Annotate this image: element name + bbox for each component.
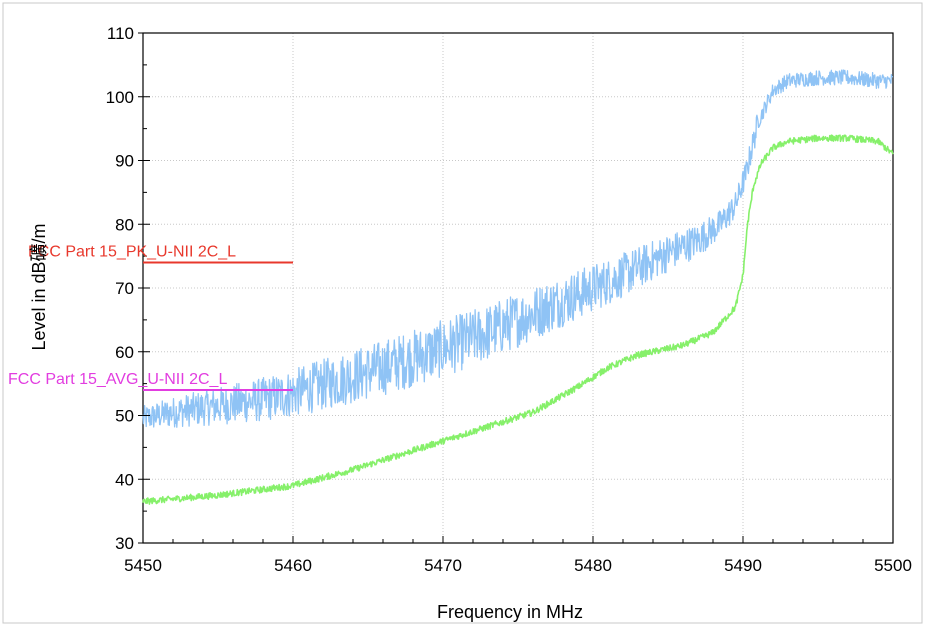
y-tick-label: 30 xyxy=(115,534,134,553)
series-line-2 xyxy=(142,134,894,505)
y-tick-label: 80 xyxy=(115,215,134,234)
series-group xyxy=(142,69,894,505)
y-tick-label: 70 xyxy=(115,279,134,298)
x-tick-label: 5490 xyxy=(724,556,762,575)
y-axis-title: Level in dB礦/m xyxy=(29,223,49,350)
limit-line-label: FCC Part 15_PK_U-NII 2C_L xyxy=(28,244,236,261)
x-tick-label: 5450 xyxy=(124,556,162,575)
series-line-1 xyxy=(142,69,894,428)
x-axis-title: Frequency in MHz xyxy=(437,602,583,622)
x-tick-label: 5470 xyxy=(424,556,462,575)
y-tick-label: 110 xyxy=(107,24,134,43)
limit-lines-group: FCC Part 15_PK_U-NII 2C_L FCC Part 15_AVG… xyxy=(8,244,293,391)
y-tick-label: 60 xyxy=(115,343,134,362)
x-tick-label: 5500 xyxy=(874,556,912,575)
y-tick-label: 50 xyxy=(115,407,134,426)
grid xyxy=(143,33,893,543)
x-tick-label: 5460 xyxy=(274,556,312,575)
y-tick-label: 40 xyxy=(115,470,134,489)
x-tick-label: 5480 xyxy=(574,556,612,575)
y-tick-label: 90 xyxy=(115,152,134,171)
y-tick-label: 100 xyxy=(106,88,134,107)
limit-line-label: FCC Part 15_AVG_U-NII 2C_L xyxy=(8,371,227,388)
ticks-group: 5450 5460 5470 5480 5490 5500 30 40 50 60 70 80 90 10… xyxy=(106,24,912,575)
